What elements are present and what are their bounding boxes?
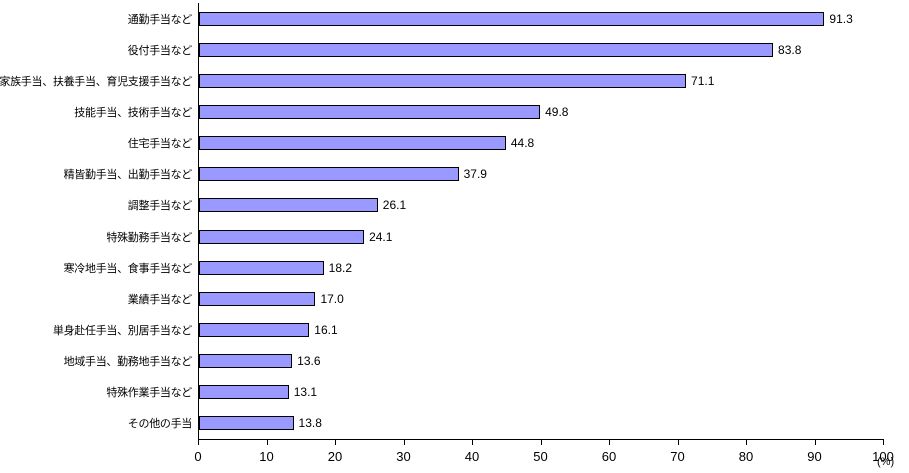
value-label: 37.9	[463, 167, 487, 182]
value-label: 17.0	[320, 291, 344, 306]
x-axis-tick	[540, 440, 542, 445]
x-axis-tick	[198, 440, 199, 445]
bar	[199, 198, 378, 213]
x-axis-tick	[746, 440, 747, 445]
x-axis-tick	[677, 440, 679, 445]
category-label: 業績手当など	[127, 293, 193, 306]
x-axis-tick	[609, 440, 610, 445]
category-label: 寒冷地手当、食事手当など	[63, 262, 193, 275]
x-axis-tick-label: 50	[533, 449, 548, 464]
x-axis-tick-label: 20	[327, 449, 343, 464]
category-label: 調整手当など	[127, 200, 193, 213]
value-label: 26.1	[382, 198, 407, 213]
x-axis-tick	[883, 440, 884, 445]
x-axis-tick-label: 0	[194, 449, 202, 464]
value-label: 18.2	[328, 260, 353, 275]
value-label: 13.6	[297, 354, 321, 369]
x-axis-tick-label: 10	[259, 449, 274, 464]
x-axis-tick-label: 80	[738, 449, 754, 464]
bar	[199, 73, 687, 88]
category-label: 住宅手当など	[127, 138, 193, 151]
bar	[199, 354, 293, 369]
bar	[199, 323, 310, 337]
value-label: 44.8	[510, 136, 535, 151]
bar	[199, 260, 324, 275]
value-label: 13.1	[293, 385, 318, 400]
category-label: 単身赴任手当、別居手当など	[52, 325, 192, 337]
value-label: 13.8	[298, 416, 322, 431]
value-label: 24.1	[369, 229, 393, 244]
x-axis-tick	[403, 440, 405, 445]
bar	[199, 167, 459, 182]
category-label: 特殊勤務手当など	[106, 231, 192, 244]
x-axis-tick-label: 100	[872, 449, 894, 464]
bar	[199, 291, 316, 306]
x-axis-tick-label: 90	[807, 449, 822, 464]
bar	[199, 11, 825, 26]
bar	[199, 416, 294, 431]
value-label: 16.1	[314, 323, 338, 337]
x-axis-tick	[472, 440, 473, 445]
x-axis-tick-label: 30	[396, 449, 411, 464]
bar	[199, 385, 289, 400]
bar	[199, 105, 541, 119]
value-label: 49.8	[545, 105, 569, 119]
x-axis-unit-label: (%)	[877, 456, 895, 468]
category-label: 技能手当、技術手当など	[74, 107, 192, 119]
bar	[199, 136, 506, 151]
bar	[199, 229, 365, 244]
category-label: 通勤手当など	[127, 13, 193, 26]
x-axis-tick-label: 60	[601, 449, 617, 464]
y-axis-line	[198, 3, 199, 439]
category-label: 特殊作業手当など	[106, 387, 192, 400]
x-axis-tick	[814, 440, 816, 445]
x-axis-tick	[266, 440, 268, 445]
category-label: 役付手当など	[127, 44, 193, 57]
category-label: 地域手当、勤務地手当など	[63, 356, 193, 369]
category-label: その他の手当	[127, 418, 193, 431]
value-label: 83.8	[778, 42, 802, 57]
category-label: 家族手当、扶養手当、育児支援手当など	[0, 75, 192, 88]
value-label: 71.1	[691, 73, 715, 88]
x-axis-tick-label: 40	[464, 449, 480, 464]
category-label: 精皆勤手当、出勤手当など	[63, 169, 193, 182]
x-axis-tick-label: 70	[670, 449, 685, 464]
value-label: 91.3	[829, 11, 853, 26]
x-axis-line	[198, 439, 884, 440]
x-axis-tick	[335, 440, 336, 445]
bar	[199, 42, 774, 57]
